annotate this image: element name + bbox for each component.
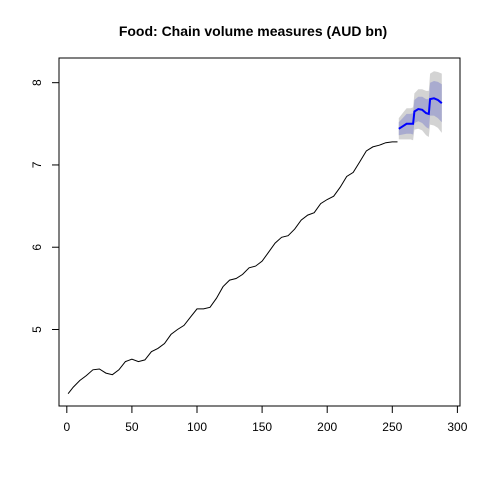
- forecast-line: [398, 97, 443, 130]
- band-80: [398, 81, 442, 136]
- y-tick-label: 8: [30, 79, 44, 86]
- prediction-intervals: [398, 71, 442, 141]
- x-tick-label: 200: [317, 420, 337, 434]
- x-axis: 0 50 100 150 200 250 300: [63, 405, 468, 434]
- chart-title: Food: Chain volume measures (AUD bn): [119, 23, 387, 39]
- series-lines: [67, 97, 443, 395]
- x-tick-label: 0: [63, 420, 70, 434]
- x-tick-label: 150: [252, 420, 272, 434]
- plot-frame: [58, 57, 461, 407]
- x-tick-label: 50: [125, 420, 139, 434]
- y-tick-label: 5: [30, 326, 44, 333]
- history-line: [67, 141, 398, 395]
- x-tick-label: 100: [187, 420, 207, 434]
- y-axis: 5 6 7 8: [30, 79, 60, 333]
- x-tick-label: 250: [382, 420, 402, 434]
- x-tick-label: 300: [447, 420, 467, 434]
- y-tick-label: 7: [30, 161, 44, 168]
- y-tick-label: 6: [30, 244, 44, 251]
